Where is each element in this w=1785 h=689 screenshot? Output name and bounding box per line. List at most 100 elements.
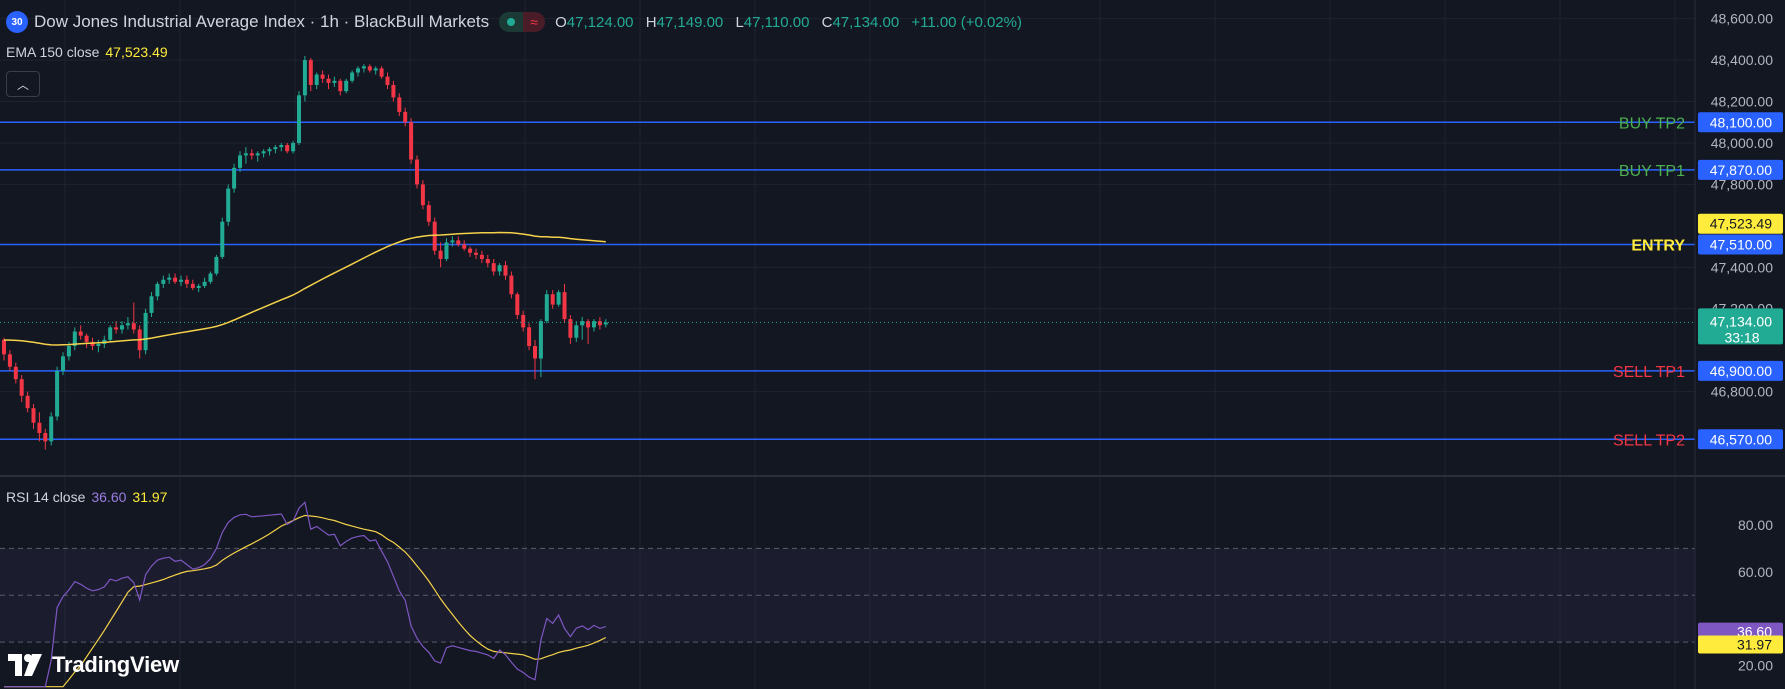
candle-body [125,323,130,326]
ema-legend-value: 47,523.49 [105,44,168,60]
candle-body [462,244,467,249]
candle-body [550,294,555,305]
rsi-ma-legend-value: 31.97 [132,489,168,505]
candle-body [279,145,284,148]
ema-legend-label: EMA 150 close [6,44,100,60]
price-tick-label: 46,800.00 [1711,384,1773,400]
candle-body [544,294,549,322]
candle-body [338,80,343,92]
chevron-up-icon: ︿ [16,77,29,92]
candle-body [503,265,508,276]
candle-body [491,263,496,272]
level-label: BUY TP2 [1619,115,1685,132]
ema-legend[interactable]: EMA 150 close 47,523.49 [6,44,168,60]
market-status[interactable]: ≈ [499,12,546,32]
rsi-ma-value-tag-text: 31.97 [1737,636,1772,652]
rsi-lines [4,501,607,688]
level-price-tag [1698,112,1783,133]
candle-body [78,331,83,336]
candle-body [302,60,307,96]
candle-body [19,379,24,396]
candle-body [515,294,520,315]
candle-body [356,68,360,73]
collapse-legend-button[interactable]: ︿ [6,71,40,97]
chart-title[interactable]: Dow Jones Industrial Average Index · 1h … [34,12,490,31]
candle-body [444,242,449,260]
candle-body [143,312,148,351]
candle-body [415,159,419,185]
rsi-polyline [4,501,606,688]
candle-body [326,78,331,83]
candle-body [350,72,355,81]
candle-body [114,327,119,330]
candle-body [202,281,207,286]
candle-body [120,325,124,330]
candle-body [497,265,502,272]
candle-body [84,335,89,342]
candle-body [285,145,290,152]
candle-body [72,331,77,347]
ema-line [3,231,606,346]
rsi-legend[interactable]: RSI 14 close 36.60 31.97 [6,489,167,505]
candle-body [521,314,526,328]
candle-body [255,153,260,156]
price-tick-label: 48,400.00 [1711,52,1773,68]
candle-body [586,321,591,328]
level-label: SELL TP2 [1613,432,1685,449]
candle-body [574,325,579,338]
candle-body [479,254,484,260]
market-open-icon [499,12,524,32]
candle-body [179,279,183,282]
candle-body [291,142,296,152]
level-price-tag-text: 47,870.00 [1710,162,1772,178]
candle-body [420,184,425,206]
candle-body [238,155,242,168]
candle-body [361,66,366,69]
candle-body [249,153,254,156]
tradingview-logo[interactable]: TradingView [8,652,179,678]
candle-body [96,343,101,347]
delayed-data-icon: ≈ [523,12,546,32]
candle-body [379,68,384,77]
candle-body [474,252,478,255]
candle-body [49,416,54,442]
candle-body [43,433,48,442]
candle-body [297,95,301,143]
last-price-tag [1698,308,1783,345]
rsi-ma-value-tag [1698,635,1783,654]
candle-body [603,322,608,325]
candle-body [373,68,378,71]
candle-body [155,283,160,297]
last-price-text: 47,134.00 [1710,313,1772,329]
candle-body [90,341,95,347]
level-price-tag [1698,429,1783,450]
candle-body [409,122,414,160]
price-tick-label: 48,000.00 [1711,135,1773,151]
candle-body [184,279,189,284]
candle-body [25,395,30,409]
candle-body [149,296,154,313]
candles [0,55,1695,450]
candle-body [597,321,602,326]
candle-body [66,346,71,357]
candle-body [13,366,18,380]
level-price-tag-text: 46,900.00 [1710,363,1772,379]
countdown-text: 33:18 [1724,329,1759,345]
candle-body [391,84,396,98]
candle-body [527,327,532,347]
candle-body [243,153,248,156]
level-price-tag [1698,234,1783,255]
level-price-tag [1698,159,1783,180]
candle-body [214,256,219,274]
symbol-icon[interactable]: 30 [6,11,28,33]
rsi-band [0,547,1695,643]
level-price-tag-text: 48,100.00 [1710,114,1772,130]
candle-body [485,259,490,264]
candle-body [592,321,596,328]
tradingview-logo-text: TradingView [52,652,179,677]
candle-body [580,321,585,326]
rsi-tick-label: 20.00 [1738,658,1773,674]
candle-body [273,147,278,150]
rsi-legend-value: 36.60 [91,489,127,505]
